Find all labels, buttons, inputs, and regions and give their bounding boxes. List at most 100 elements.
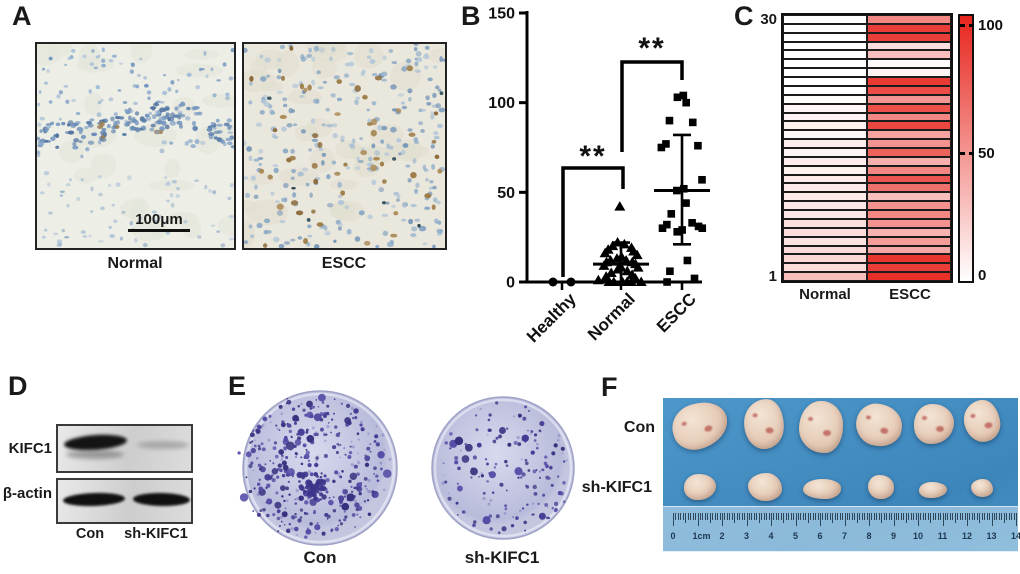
svg-text:150: 150 — [488, 6, 515, 23]
ruler-tick — [910, 513, 912, 520]
ruler-tick — [702, 513, 704, 520]
tumor-spot — [823, 429, 832, 436]
tumor-row-shkifc1: sh-KIFC1 — [581, 479, 652, 496]
heatmap-cell-escc — [867, 85, 951, 95]
tumor-spot — [865, 414, 872, 420]
heatmap-cell-normal — [783, 210, 867, 219]
ruler-tick — [697, 513, 699, 526]
heatmap-cell-escc — [867, 130, 951, 140]
ruler-tick — [971, 513, 973, 520]
heatmap-cell-normal — [783, 165, 867, 175]
heatmap-cell-normal — [783, 192, 867, 202]
ruler-number: 11 — [937, 531, 948, 541]
ruler-tick — [690, 513, 692, 520]
heatmap-col-escc: ESCC — [889, 286, 931, 303]
blot-label-kifc1: KIFC1 — [8, 440, 52, 457]
ruler-number: 7 — [841, 531, 848, 541]
ruler-tick — [957, 513, 959, 520]
blot-label-bactin: β-actin — [2, 485, 52, 502]
ruler-tick — [790, 513, 792, 520]
svg-text:ESCC: ESCC — [653, 289, 700, 336]
heatmap-cell-normal — [783, 236, 867, 246]
heatmap-cell-escc — [867, 210, 951, 219]
tumor — [799, 401, 843, 453]
scale-bar-label: 100μm — [135, 211, 183, 228]
heatmap-cell-escc — [867, 236, 951, 246]
ruler-tick — [709, 513, 711, 523]
heatmap-cell-escc — [867, 15, 951, 24]
heatmap-cell-normal — [783, 156, 867, 166]
ruler-tick — [753, 513, 755, 520]
heatmap-cell-escc — [867, 263, 951, 273]
ruler-tick — [842, 513, 844, 520]
ruler-tick — [714, 513, 716, 520]
ruler-tick — [1013, 513, 1015, 520]
ruler-tick — [726, 513, 728, 520]
ruler-tick — [822, 513, 824, 520]
tumor — [914, 404, 954, 444]
heatmap-cell-normal — [783, 23, 867, 33]
ruler-tick — [768, 513, 770, 520]
ruler-tick — [942, 513, 944, 526]
colorbar-tick-100b — [969, 24, 974, 27]
panel-e-letter: E — [228, 371, 247, 401]
ruler-tick — [785, 513, 787, 520]
label-normal-image: Normal — [107, 255, 163, 272]
ruler-tick — [756, 513, 758, 520]
svg-text:50: 50 — [497, 185, 515, 202]
ruler-tick — [937, 513, 939, 520]
heatmap-cell-normal — [783, 103, 867, 113]
scale-bar — [128, 229, 190, 232]
panel-a-letter: A — [12, 1, 32, 31]
heatmap-cell-normal — [783, 183, 867, 193]
label-escc-image: ESCC — [321, 255, 367, 272]
ruler-tick — [699, 513, 701, 520]
svg-text:Healthy: Healthy — [523, 289, 580, 346]
ruler-tick — [913, 513, 915, 520]
heatmap-cell-normal — [783, 272, 867, 281]
heatmap-cell-normal — [783, 68, 867, 78]
heatmap-cell-normal — [783, 50, 867, 60]
heatmap-cell-escc — [867, 59, 951, 69]
ruler-number: 8 — [866, 531, 872, 541]
heatmap-cell-normal — [783, 130, 867, 140]
panel-d-letter: D — [8, 371, 28, 401]
ruler-tick — [1001, 513, 1003, 520]
ruler-tick — [908, 513, 910, 520]
heatmap-row-label-bottom: 1 — [768, 268, 777, 285]
heatmap-cell-escc — [867, 148, 951, 157]
ruler-tick — [1011, 513, 1013, 520]
ruler-tick — [989, 513, 991, 520]
panel-b-letter: B — [461, 1, 481, 31]
heatmap-cell-escc — [867, 121, 951, 131]
ruler-tick — [704, 513, 706, 520]
ruler-tick — [859, 513, 861, 520]
ruler-tick — [895, 513, 897, 520]
heatmap-col-normal: Normal — [799, 286, 851, 303]
heatmap-cell-escc — [867, 23, 951, 33]
heatmap-cell-escc — [867, 201, 951, 211]
ruler-number: 3 — [743, 531, 750, 541]
tumor-spot — [984, 422, 993, 429]
ruler-number: 5 — [792, 531, 799, 541]
ruler-tick — [891, 513, 893, 520]
ruler-tick — [920, 513, 922, 520]
ruler-tick — [974, 513, 976, 520]
ruler-tick — [739, 513, 741, 520]
ruler-tick — [797, 513, 799, 520]
tumor-spot — [807, 416, 813, 421]
ruler-tick — [851, 513, 853, 520]
heatmap-cell-normal — [783, 263, 867, 273]
band-kifc1-sh — [137, 441, 189, 449]
heatmap-cell-normal — [783, 94, 867, 104]
tumor — [684, 474, 716, 500]
ruler-tick — [712, 513, 714, 520]
ruler-number: 1cm — [692, 531, 711, 541]
heatmap-cell-escc — [867, 156, 951, 166]
heatmap-cell-escc — [867, 32, 951, 42]
ruler-tick — [864, 513, 866, 520]
ruler-tick — [1008, 513, 1010, 520]
tumor — [868, 475, 894, 499]
ruler-tick — [922, 513, 924, 520]
ruler-tick — [900, 513, 902, 520]
